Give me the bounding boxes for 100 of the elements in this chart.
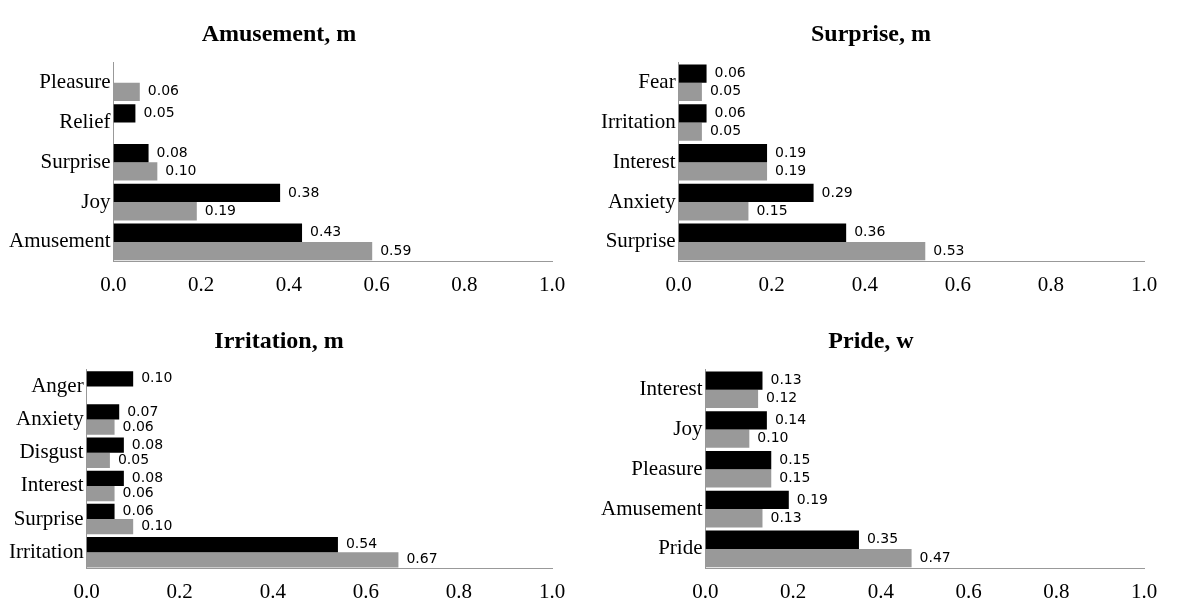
data-label: 0.13	[770, 508, 802, 525]
bar	[705, 371, 763, 390]
data-label: 0.06	[122, 417, 154, 434]
bar	[705, 530, 859, 549]
data-label: 0.08	[131, 468, 164, 485]
bar	[113, 162, 158, 181]
bar	[86, 371, 134, 387]
bar	[113, 143, 149, 163]
data-label: 0.10	[757, 429, 789, 446]
bar	[113, 202, 197, 221]
chart-title: Amusement, m	[201, 19, 357, 46]
x-tick-label: 0.4	[275, 271, 303, 296]
chart-title: Pride, w	[828, 326, 915, 353]
bar	[705, 469, 772, 488]
data-label: 0.14	[774, 410, 807, 427]
data-label: 0.13	[770, 371, 802, 388]
data-label: 0.29	[821, 183, 853, 200]
data-label: 0.19	[775, 162, 807, 179]
y-tick-label: Relief	[59, 109, 111, 134]
bar	[678, 104, 707, 123]
x-tick-label: 0.0	[692, 578, 719, 603]
data-label: 0.10	[141, 369, 173, 386]
y-tick-label: Interest	[639, 376, 703, 401]
data-label: 0.08	[156, 143, 188, 160]
bar	[705, 429, 750, 448]
y-tick-label: Amusement	[601, 495, 703, 520]
x-tick-label: 0.4	[851, 271, 879, 296]
y-tick-label: Interest	[612, 148, 676, 173]
x-tick-label: 0.2	[758, 271, 785, 296]
data-label: 0.06	[122, 502, 154, 519]
y-tick-label: Interest	[20, 472, 84, 497]
bar	[678, 143, 768, 163]
data-label: 0.10	[165, 162, 197, 179]
bar	[705, 450, 772, 470]
bar	[113, 223, 303, 242]
bar	[705, 411, 767, 430]
bar	[705, 389, 759, 409]
bar	[86, 470, 124, 486]
data-label: 0.35	[866, 530, 899, 547]
data-label: 0.06	[147, 82, 180, 99]
bar	[678, 64, 707, 83]
x-tick-label: 0.6	[944, 271, 971, 296]
x-tick-label: 0.4	[259, 578, 287, 603]
bar	[113, 104, 136, 123]
x-tick-label: 0.4	[867, 578, 895, 603]
bar	[113, 183, 281, 203]
y-tick-label: Anxiety	[15, 406, 85, 431]
y-tick-label: Anger	[31, 372, 84, 397]
data-label: 0.59	[380, 241, 412, 258]
x-tick-label: 0.2	[188, 271, 215, 296]
data-label: 0.06	[714, 64, 746, 81]
data-label: 0.43	[310, 223, 342, 240]
bar	[86, 536, 338, 553]
data-label: 0.15	[756, 201, 788, 218]
data-label: 0.07	[127, 402, 159, 419]
x-tick-label: 0.6	[363, 271, 390, 296]
y-tick-label: Joy	[81, 188, 111, 213]
x-tick-label: 0.0	[73, 578, 100, 603]
y-tick-label: Irritation	[601, 109, 677, 134]
data-label: 0.05	[117, 450, 150, 467]
y-tick-label: Surprise	[605, 228, 676, 253]
data-label: 0.19	[775, 143, 807, 160]
data-label: 0.53	[933, 241, 965, 258]
bar	[113, 82, 140, 102]
bar	[678, 183, 814, 203]
y-tick-label: Amusement	[9, 228, 111, 253]
x-tick-label: 0.8	[1037, 271, 1065, 296]
y-tick-label: Anxiety	[607, 188, 677, 213]
chart-title: Surprise, m	[811, 19, 932, 46]
data-label: 0.12	[766, 389, 798, 406]
y-tick-label: Disgust	[19, 439, 84, 464]
x-tick-label: 0.0	[665, 271, 692, 296]
data-label: 0.10	[141, 517, 173, 534]
data-label: 0.05	[143, 103, 175, 120]
bar	[705, 490, 789, 510]
bar	[86, 437, 124, 453]
bar	[86, 503, 115, 520]
x-tick-label: 1.0	[538, 578, 566, 603]
y-tick-label: Joy	[673, 416, 703, 441]
y-tick-label: Fear	[638, 69, 676, 94]
data-label: 0.47	[919, 548, 951, 565]
data-label: 0.06	[714, 103, 746, 120]
data-label: 0.36	[854, 223, 886, 240]
chart-title: Irritation, m	[214, 326, 344, 353]
data-label: 0.05	[709, 82, 742, 99]
x-tick-label: 0.8	[1043, 578, 1070, 603]
x-tick-label: 0.6	[352, 578, 379, 603]
x-tick-label: 1.0	[1130, 578, 1158, 603]
x-tick-label: 0.8	[445, 578, 473, 603]
data-label: 0.15	[779, 450, 811, 467]
y-tick-label: Surprise	[40, 148, 111, 173]
y-tick-label: Pleasure	[631, 455, 703, 480]
x-tick-label: 0.2	[780, 578, 807, 603]
bar	[86, 404, 120, 420]
x-tick-label: 1.0	[1130, 271, 1158, 296]
bar	[678, 223, 847, 242]
data-label: 0.08	[131, 435, 164, 452]
data-label: 0.19	[796, 490, 828, 507]
data-label: 0.06	[122, 484, 154, 501]
x-tick-label: 1.0	[538, 271, 566, 296]
